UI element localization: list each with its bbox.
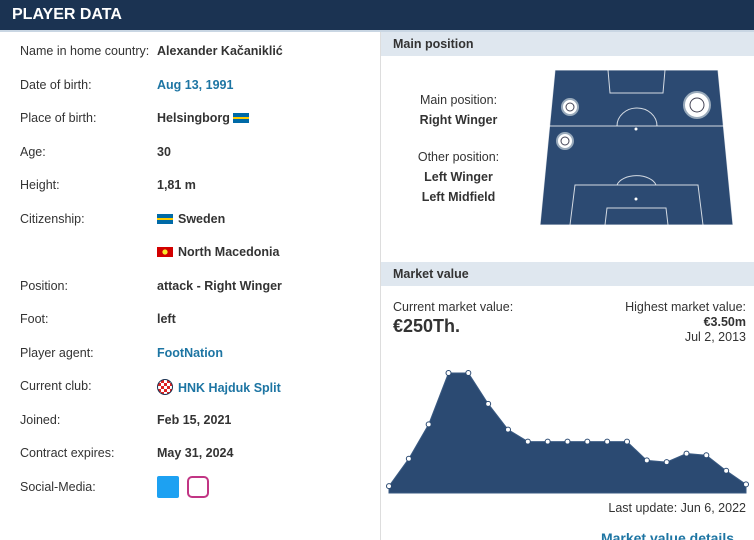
- row-label: Age:: [20, 144, 46, 159]
- point: [465, 370, 472, 376]
- value-text: North Macedonia: [178, 245, 280, 259]
- divider: [380, 32, 381, 540]
- row-value[interactable]: HNK Hajduk Split: [157, 379, 281, 395]
- row-label: Citizenship:: [20, 211, 85, 226]
- row-label: Social-Media:: [20, 479, 96, 494]
- row-value: North Macedonia: [157, 245, 279, 259]
- market-value-chart: [386, 370, 749, 494]
- row-value: Feb 15, 2021: [157, 413, 231, 427]
- point: [743, 481, 749, 488]
- row-value[interactable]: FootNation: [157, 346, 223, 360]
- section-title: Main position: [381, 32, 754, 56]
- row-value[interactable]: Aug 13, 1991: [157, 78, 233, 92]
- point: [485, 400, 492, 407]
- label: Other position:: [417, 150, 500, 164]
- row-value: Sweden: [157, 212, 225, 226]
- header-bar: PLAYER DATA: [0, 0, 754, 32]
- details-link[interactable]: Market value details: [600, 530, 734, 540]
- point: [544, 438, 551, 445]
- point: [604, 438, 611, 445]
- point: [524, 438, 531, 445]
- point: [505, 426, 511, 433]
- point: [643, 457, 650, 464]
- row-label: Height:: [20, 178, 60, 192]
- position-text: Main position: Right Winger Other positi…: [381, 90, 536, 207]
- value: €3.50m: [703, 315, 746, 329]
- row-label: Current club:: [20, 379, 92, 393]
- value-text: Aug 13, 1991: [157, 77, 234, 92]
- row-value: Alexander Kačaniklić: [157, 44, 283, 58]
- row-label: Date of birth:: [20, 77, 92, 92]
- value-text: left: [157, 312, 176, 326]
- row-label: Joined:: [20, 412, 61, 427]
- point: [624, 438, 630, 445]
- value-text: 1,81 m: [157, 178, 196, 192]
- value-text: Alexander Kačaniklić: [157, 44, 283, 58]
- point: [663, 459, 670, 466]
- value-text: Feb 15, 2021: [157, 412, 232, 427]
- value-text: HNK Hajduk Split: [178, 381, 281, 395]
- row-label: Contract expires:: [20, 446, 115, 460]
- pitch: [539, 69, 734, 226]
- section-title: Market value: [381, 262, 754, 286]
- row-value: Helsingborg: [157, 111, 254, 125]
- value: Right Winger: [419, 113, 498, 127]
- last-update: Last update: Jun 6, 2022: [608, 501, 746, 515]
- header-title: PLAYER DATA: [12, 6, 122, 23]
- label: Highest market value:: [625, 300, 746, 314]
- point: [445, 370, 452, 376]
- label: Current market value:: [393, 300, 514, 314]
- current-value: €250Th.: [393, 316, 461, 336]
- row-value: attack - Right Winger: [157, 279, 282, 293]
- row-label: Position:: [20, 278, 68, 293]
- value-text: Sweden: [178, 211, 226, 226]
- value-text: May 31, 2024: [157, 446, 234, 460]
- row-label: Name in home country:: [20, 44, 150, 58]
- point: [405, 455, 412, 462]
- point: [683, 450, 690, 457]
- value-text: FootNation: [157, 345, 223, 360]
- row-value: left: [157, 312, 176, 326]
- value: Left Winger: [424, 170, 493, 184]
- value-text: attack - Right Winger: [157, 278, 282, 293]
- point: [703, 452, 710, 459]
- value: Left Midfield: [421, 190, 496, 204]
- point: [425, 421, 432, 428]
- point: [564, 438, 571, 445]
- point: [386, 483, 392, 490]
- row-value: May 31, 2024: [157, 446, 233, 460]
- row-value: 1,81 m: [157, 178, 196, 192]
- row-label: Place of birth:: [20, 111, 97, 125]
- area: [388, 372, 747, 494]
- value-text: 30: [157, 144, 171, 159]
- row-value: 30: [157, 145, 171, 159]
- value-text: Helsingborg: [157, 111, 230, 125]
- row-label: Foot:: [20, 312, 49, 326]
- point: [723, 467, 730, 474]
- row-label: Player agent:: [20, 345, 94, 360]
- date: Jul 2, 2013: [684, 330, 746, 344]
- social-icons[interactable]: [157, 475, 209, 501]
- highest: Highest market value: €3.50m Jul 2, 2013: [625, 300, 746, 345]
- label: Main position:: [419, 93, 498, 107]
- point: [584, 438, 591, 445]
